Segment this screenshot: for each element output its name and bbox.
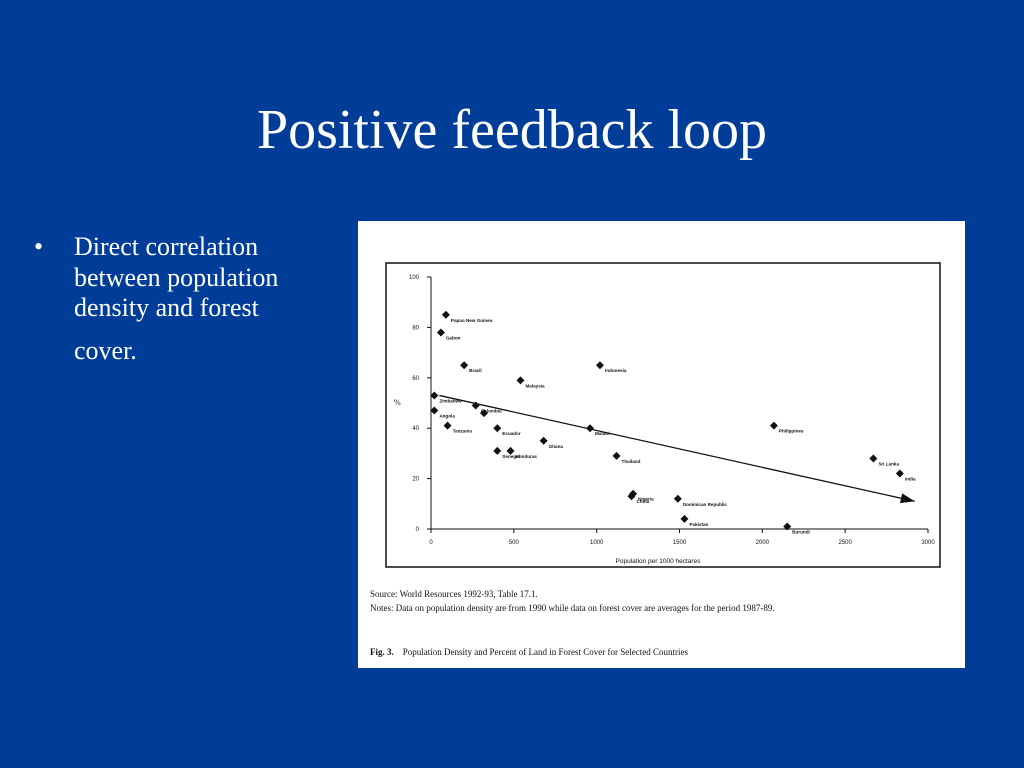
point-label: Nigeria [638, 497, 654, 502]
data-point [493, 424, 502, 433]
point-label: Indonesia [605, 368, 627, 373]
point-label: Brazil [469, 368, 482, 373]
data-point [460, 361, 469, 370]
x-tick-label: 2500 [838, 540, 852, 546]
x-tick-label: 2000 [756, 540, 770, 546]
data-point [480, 409, 489, 418]
trend-line [439, 394, 915, 502]
data-point [783, 522, 792, 531]
y-tick-label: 80 [412, 325, 419, 331]
point-label: Gabon [446, 335, 461, 340]
data-point [506, 446, 515, 455]
y-tick-label: 0 [416, 527, 420, 533]
y-tick-label: 60 [412, 376, 419, 382]
point-label: Papua New Guinea [451, 318, 493, 323]
data-point [443, 421, 452, 430]
x-tick-label: 1500 [673, 540, 687, 546]
y-tick-label: 40 [412, 426, 419, 432]
data-point [627, 492, 636, 501]
data-point [673, 494, 682, 503]
y-tick-label: 100 [409, 275, 420, 281]
bullet-line-2: between population [74, 262, 279, 292]
data-point [430, 406, 439, 415]
bullet-list: • Direct correlation between population … [34, 232, 354, 367]
point-label: Ecuador [502, 431, 521, 436]
data-points: Papua New Guinea Gabon Brazil Malaysia Indon… [430, 310, 916, 534]
trend-arrow [439, 394, 915, 504]
point-label: Ghana [549, 444, 564, 449]
point-label: Thailand [622, 459, 641, 464]
trend-arrowhead [899, 493, 915, 504]
data-point [680, 514, 689, 523]
point-label: Colombia [481, 409, 502, 414]
bullet-item: • Direct correlation between population … [34, 232, 354, 367]
x-tick-label: 3000 [921, 540, 935, 546]
slide-title: Positive feedback loop [256, 99, 768, 161]
data-point [869, 454, 878, 463]
data-point [769, 421, 778, 430]
y-axis-label: % [394, 398, 401, 407]
point-label: Tanzania [453, 429, 473, 434]
point-label: Zimbabwe [439, 398, 462, 403]
figure-notes: Notes: Data on population density are fr… [370, 603, 775, 613]
data-point [612, 451, 621, 460]
bullet-mark: • [34, 232, 44, 261]
point-label: China [636, 499, 649, 504]
scatter-chart: 0 500 1000 1500 2000 2500 3000 0 20 40 60 80 100 Pap… [385, 262, 941, 568]
data-point [493, 446, 502, 455]
point-label: Honduras [516, 454, 538, 459]
data-point [516, 376, 525, 385]
point-label: Malaysia [525, 383, 545, 388]
point-label: Sri Lanka [878, 461, 899, 466]
data-point [539, 436, 548, 445]
data-point [595, 361, 604, 370]
figure-source: Source: World Resources 1992-93, Table 1… [370, 589, 538, 599]
bullet-line-3: density and forest [74, 293, 259, 323]
point-label: Burundi [792, 529, 810, 534]
x-axis-label: Population per 1000 hectares [616, 558, 702, 565]
bullet-line-4: cover. [74, 336, 137, 366]
x-tick-label: 1000 [590, 540, 604, 546]
data-point [471, 401, 480, 410]
figure-label: Fig. 3. [370, 647, 394, 657]
data-point [441, 310, 450, 319]
data-point [895, 469, 904, 478]
point-label: Malawi [595, 431, 610, 436]
data-point [430, 391, 439, 400]
axes: 0 500 1000 1500 2000 2500 3000 0 20 40 60 80 100 [409, 275, 935, 546]
figure-title: Population Density and Percent of Land i… [402, 647, 688, 657]
plot-frame [385, 262, 941, 568]
point-label: Angola [439, 414, 455, 419]
point-label: India [905, 477, 916, 482]
point-label: Senegal [502, 454, 520, 459]
point-label: Pakistan [689, 522, 708, 527]
y-tick-label: 20 [412, 477, 419, 483]
point-label: Philippines [779, 429, 804, 434]
x-tick-label: 0 [429, 540, 433, 546]
figure-image: 0 500 1000 1500 2000 2500 3000 0 20 40 60 80 100 Pap… [358, 221, 965, 668]
point-label: Dominican Republic [683, 502, 728, 507]
bullet-line-1: Direct correlation [74, 232, 259, 261]
x-tick-label: 500 [509, 540, 520, 546]
data-point [586, 424, 595, 433]
data-point [436, 328, 445, 337]
figure-caption: Fig. 3. Population Density and Percent o… [370, 647, 688, 657]
